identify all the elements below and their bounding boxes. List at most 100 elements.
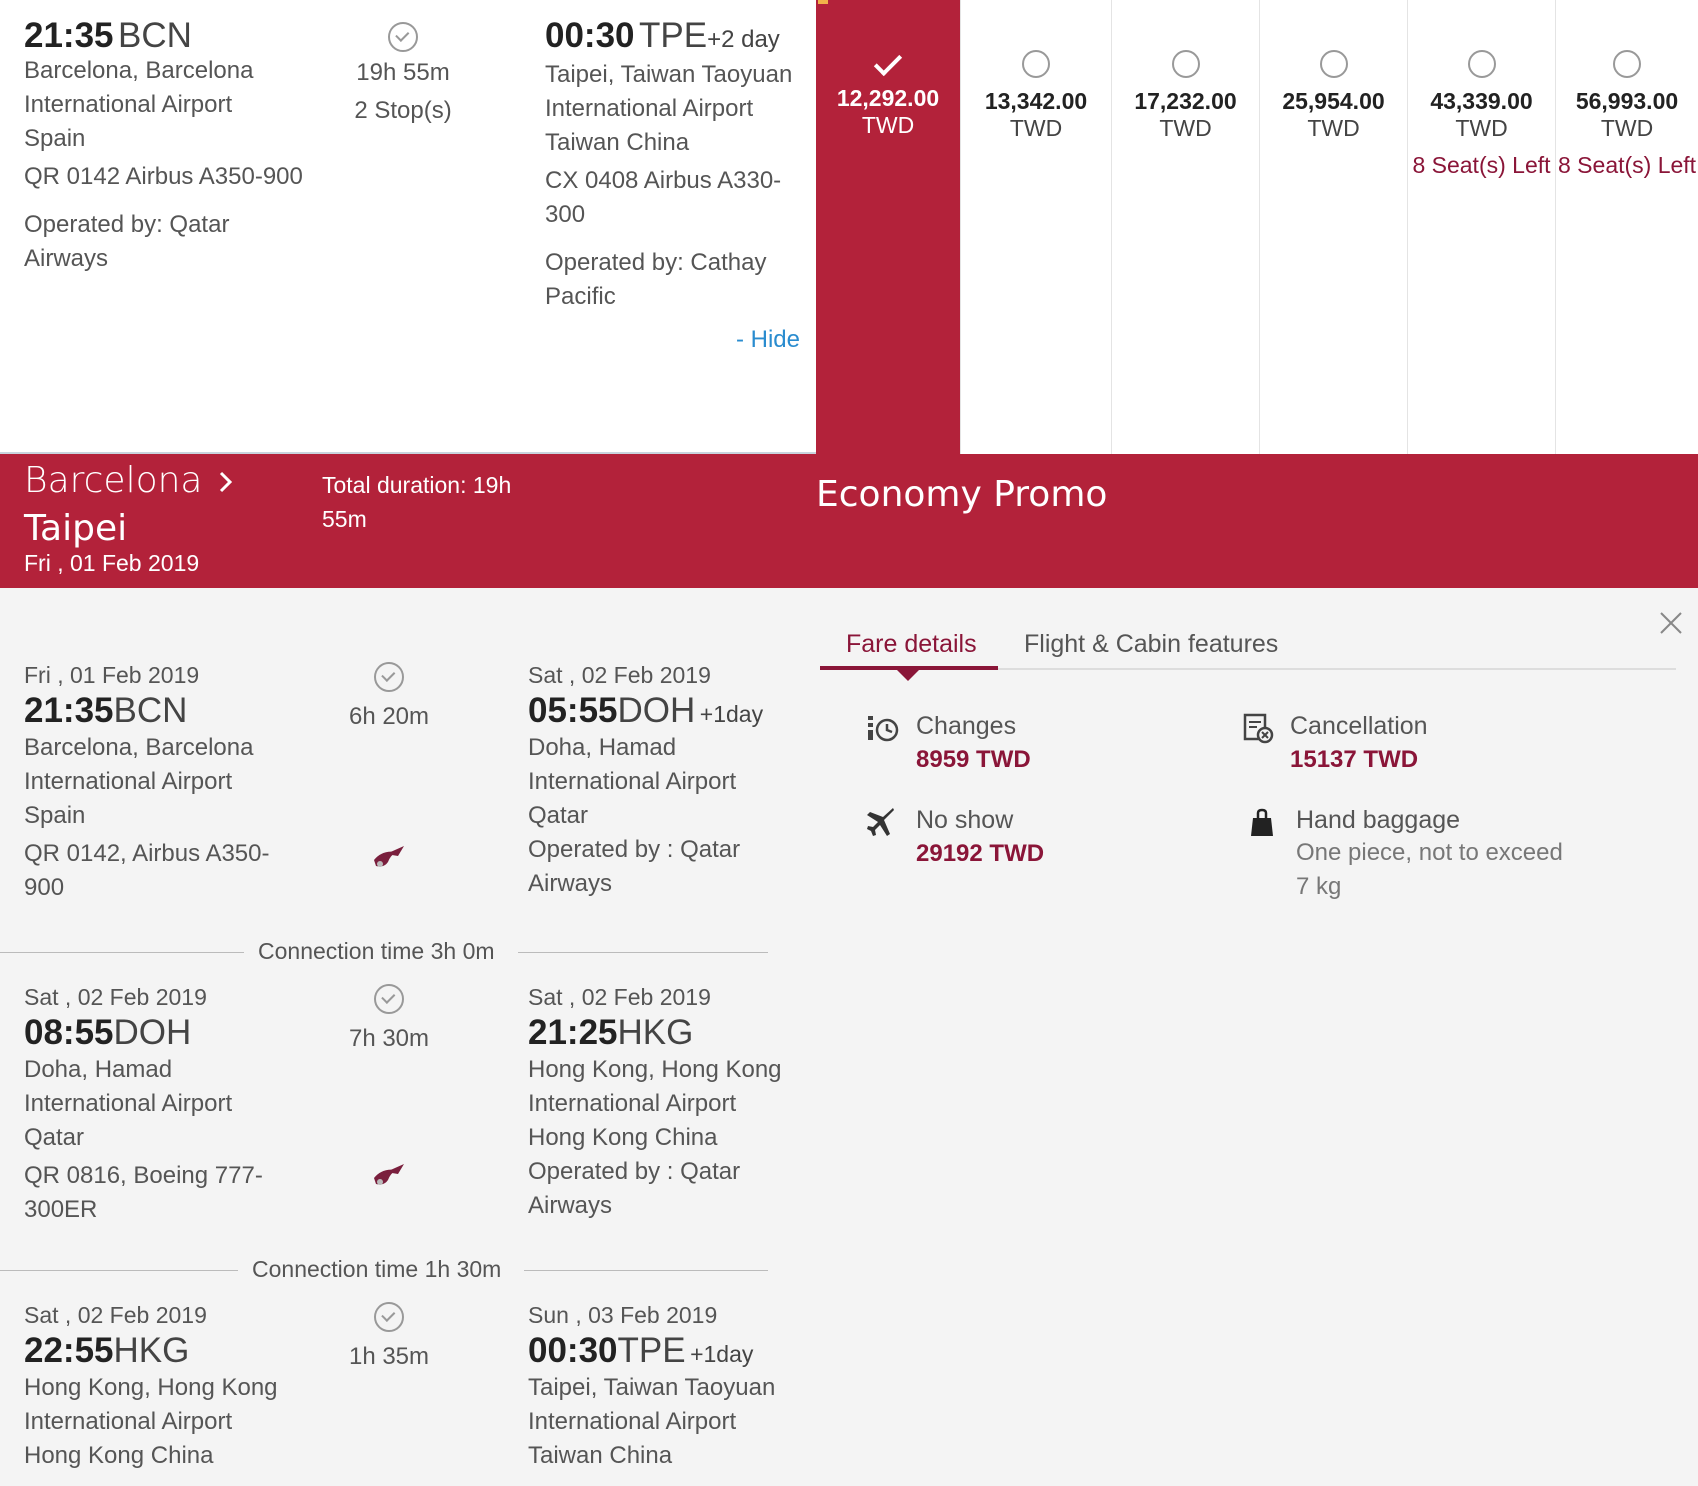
segment-1-arrival: Sat , 02 Feb 2019 05:55DOH +1day Doha, H… xyxy=(528,662,763,901)
summary-arr-operated-line2: Pacific xyxy=(545,283,616,310)
summary-arr-country: Taiwan China xyxy=(545,129,690,156)
qatar-airways-logo-icon xyxy=(374,1164,404,1185)
summary-arr-city: Taipei, Taiwan Taoyuan xyxy=(545,61,793,88)
seg-arr-time: 00:30 xyxy=(528,1331,618,1370)
summary-dep-operated-line2: Airways xyxy=(24,245,109,272)
tab-flight-cabin-features[interactable]: Flight & Cabin features xyxy=(1024,630,1279,658)
summary-arr-airport: International Airport xyxy=(545,95,754,122)
fare-currency: TWD xyxy=(1159,115,1212,141)
summary-dep-country: Spain xyxy=(24,125,86,152)
seats-left: 8 Seat(s) Left xyxy=(1558,152,1697,178)
fare-option-6[interactable]: 56,993.00 TWD 8 Seat(s) Left xyxy=(1555,0,1698,454)
close-icon[interactable] xyxy=(1658,610,1684,636)
segment-details: Fri , 01 Feb 2019 21:35BCN Barcelona, Ba… xyxy=(0,588,816,1486)
seg-dep-time: 08:55 xyxy=(24,1013,114,1052)
fare-amount: 25,954.00 xyxy=(1282,88,1385,114)
band-total-duration: Total duration: 19h 55m xyxy=(322,468,511,536)
cabin-class-title: Economy Promo xyxy=(816,474,1108,515)
summary-dep-code: BCN xyxy=(117,16,192,55)
seg-arr-date: Sat , 02 Feb 2019 xyxy=(528,662,711,688)
seg-operated-line2: Airways xyxy=(528,1192,613,1219)
summary-stops: 2 Stop(s) xyxy=(354,97,452,124)
route-band: Barcelona Taipei Fri , 01 Feb 2019 Total… xyxy=(0,454,1698,588)
seg-dep-time: 22:55 xyxy=(24,1331,114,1370)
fare-radio[interactable] xyxy=(1022,50,1050,78)
seg-duration: 6h 20m xyxy=(348,703,430,730)
selected-check-icon xyxy=(873,47,903,77)
hand-baggage-line2: 7 kg xyxy=(1296,873,1342,900)
fare-amount: 56,993.00 xyxy=(1575,88,1679,114)
band-origin: Barcelona xyxy=(24,460,203,501)
fare-currency: TWD xyxy=(861,112,915,138)
changes-clock-icon xyxy=(868,716,899,742)
summary-arr-flight-line1: CX 0408 Airbus A330- xyxy=(545,167,782,194)
seg-dep-code: BCN xyxy=(113,691,188,730)
hand-baggage-icon xyxy=(1251,808,1273,836)
seg-arr-code: TPE xyxy=(617,1331,686,1370)
fare-radio[interactable] xyxy=(1613,50,1641,78)
band-date: Fri , 01 Feb 2019 xyxy=(24,550,200,576)
fare-option-3[interactable]: 17,232.00 TWD xyxy=(1111,0,1259,454)
seg-arr-date: Sat , 02 Feb 2019 xyxy=(528,984,711,1010)
no-show-label: No show xyxy=(916,806,1014,834)
fare-radio[interactable] xyxy=(1171,50,1200,78)
seg-arr-city: Taipei, Taiwan Taoyuan xyxy=(528,1374,776,1401)
summary-arr-plus: +2 day xyxy=(707,26,780,53)
cancellation-value: 15137 TWD xyxy=(1290,746,1419,773)
seg-flight-line1: QR 0816, Boeing 777- xyxy=(24,1162,263,1189)
changes-label: Changes xyxy=(916,712,1017,740)
summary-arr-code: TPE xyxy=(638,16,708,55)
seg-arr-time: 21:25 xyxy=(528,1013,618,1052)
seg-dep-time: 21:35 xyxy=(24,691,114,730)
seg-arr-country: Qatar xyxy=(528,802,589,829)
seg-arr-code: DOH xyxy=(617,691,696,730)
fare-option-5[interactable]: 43,339.00 TWD 8 Seat(s) Left xyxy=(1407,0,1555,454)
segment-2-arrival: Sat , 02 Feb 2019 21:25HKG Hong Kong, Ho… xyxy=(528,984,782,1223)
tab-fare-details[interactable]: Fare details xyxy=(846,630,977,658)
tabs-divider xyxy=(820,668,1676,670)
fare-radio[interactable] xyxy=(1319,50,1348,78)
fare-amount: 12,292.00 xyxy=(836,85,940,111)
fare-option-1[interactable]: 12,292.00 TWD xyxy=(816,0,960,454)
airplane-icon xyxy=(867,808,894,836)
seg-dep-date: Fri , 01 Feb 2019 xyxy=(24,662,200,688)
fare-currency: TWD xyxy=(1600,115,1654,141)
seg-arr-airport: International Airport xyxy=(528,768,737,795)
fare-currency: TWD xyxy=(1455,115,1508,141)
segment-3-arrival: Sun , 03 Feb 2019 00:30TPE +1day Taipei,… xyxy=(528,1302,775,1473)
duration-check-icon xyxy=(374,984,404,1014)
summary-departure: 21:35 BCN xyxy=(24,16,192,56)
seats-left: 8 Seat(s) Left xyxy=(1412,152,1551,178)
fare-option-4[interactable]: 25,954.00 TWD xyxy=(1259,0,1407,454)
seg-dep-code: DOH xyxy=(113,1013,192,1052)
seg-duration: 7h 30m xyxy=(348,1025,430,1052)
seg-operated-line1: Operated by : Qatar xyxy=(528,836,741,863)
seg-arr-city: Doha, Hamad xyxy=(528,734,677,761)
summary-dep-flight: QR 0142 Airbus A350-900 xyxy=(24,163,303,190)
band-total-duration-line1: Total duration: 19h xyxy=(322,472,512,498)
seg-arr-airport: International Airport xyxy=(528,1408,737,1435)
seg-dep-country: Spain xyxy=(24,802,86,829)
active-tab-indicator xyxy=(820,666,998,670)
summary-arr-details: Taipei, Taiwan Taoyuan International Air… xyxy=(545,58,792,160)
seg-flight-line2: 900 xyxy=(24,874,65,901)
changes-value: 8959 TWD xyxy=(916,746,1031,773)
fare-radio[interactable] xyxy=(1467,50,1496,78)
summary-arrival: 00:30 TPE+2 day xyxy=(545,16,780,57)
hide-details-link[interactable]: - Hide xyxy=(735,326,800,353)
summary-arr-time: 00:30 xyxy=(545,16,635,55)
duration-check-icon xyxy=(374,662,404,692)
fare-details-panel: Fare details Flight & Cabin features Cha… xyxy=(816,588,1698,1486)
seg-dep-date: Sat , 02 Feb 2019 xyxy=(24,1302,207,1328)
seg-arr-date: Sun , 03 Feb 2019 xyxy=(528,1302,718,1328)
connection-time: Connection time 3h 0m xyxy=(258,938,495,964)
cancellation-document-icon xyxy=(1243,713,1274,744)
fare-currency: TWD xyxy=(1009,115,1063,141)
fare-amount: 13,342.00 xyxy=(984,88,1088,114)
seg-duration: 1h 35m xyxy=(348,1343,430,1370)
seg-operated-line1: Operated by : Qatar xyxy=(528,1158,741,1185)
summary-arr-flight: CX 0408 Airbus A330- 300 xyxy=(545,164,781,232)
fare-amount: 17,232.00 xyxy=(1134,88,1237,114)
summary-dep-city: Barcelona, Barcelona xyxy=(24,57,254,84)
fare-option-2[interactable]: 13,342.00 TWD xyxy=(960,0,1111,454)
